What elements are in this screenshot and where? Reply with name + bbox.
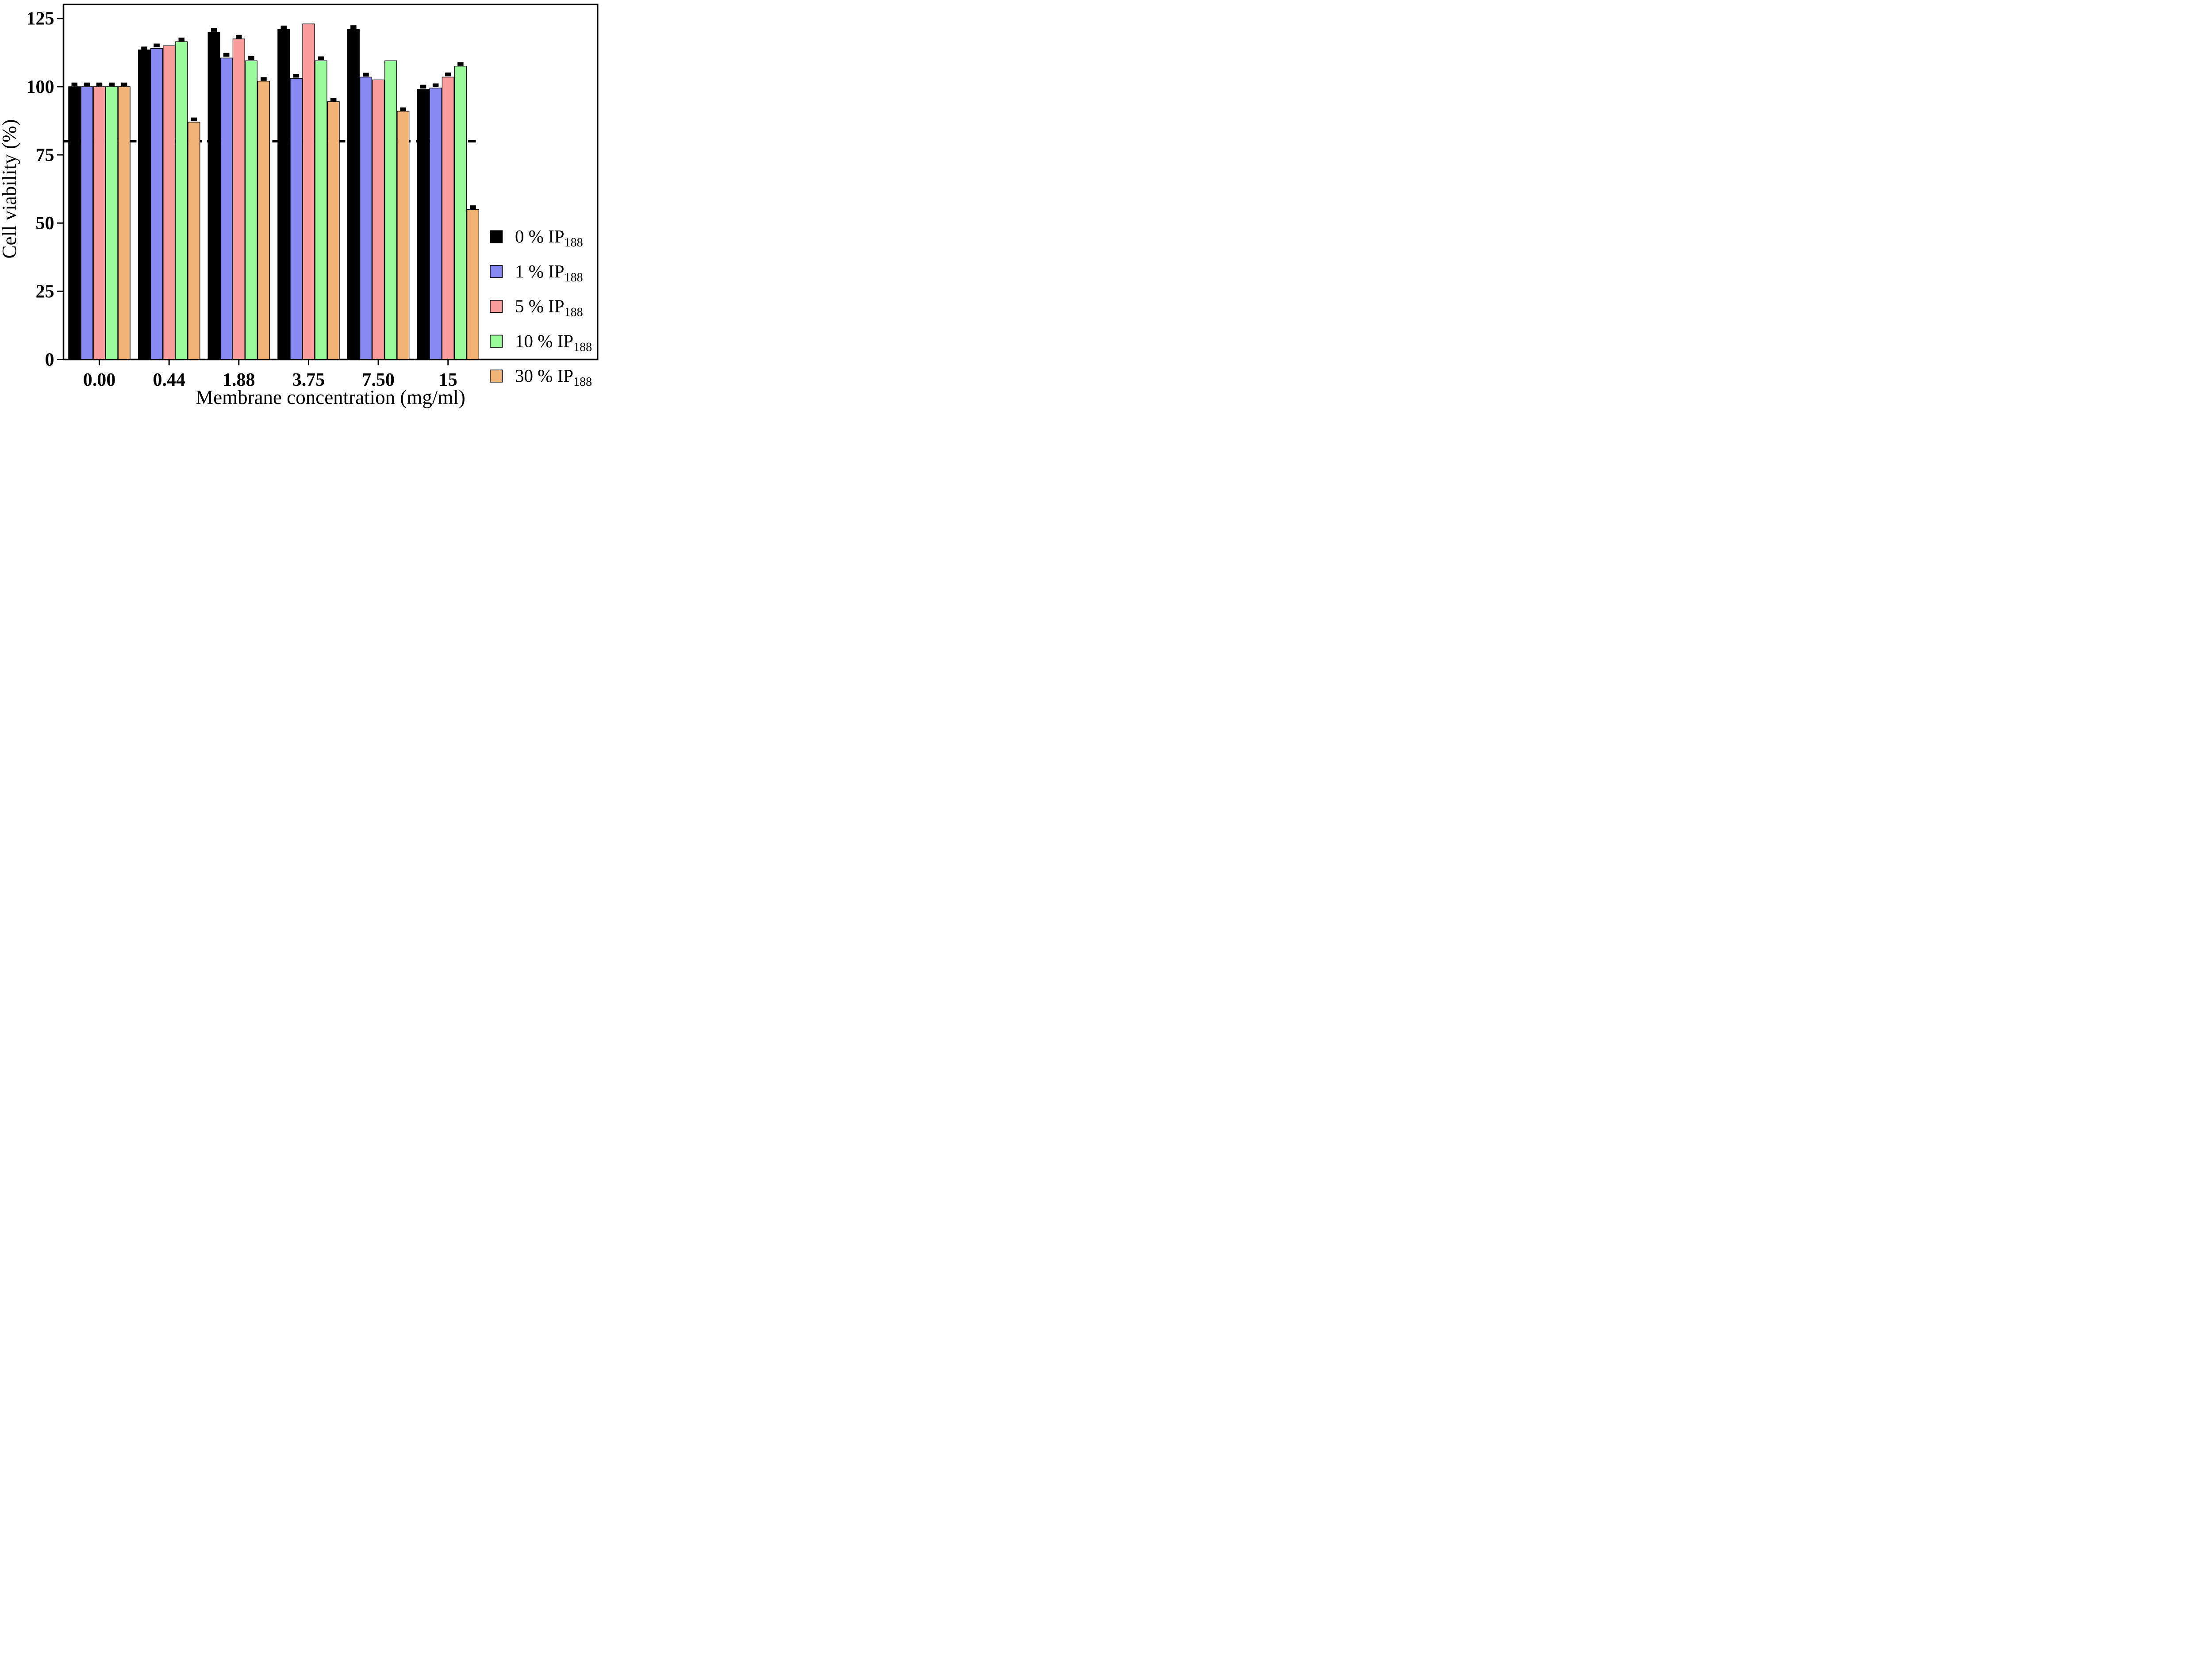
bar-30-ip188-0.00 bbox=[118, 86, 131, 360]
y-tick-label-25: 25 bbox=[36, 281, 54, 302]
bar-10-ip188-0.00 bbox=[105, 86, 118, 360]
bar-group-0.00 bbox=[68, 82, 131, 360]
x-tick-label-0.44: 0.44 bbox=[153, 370, 185, 390]
error-cap bbox=[350, 25, 357, 29]
legend-swatch bbox=[490, 300, 503, 313]
bar-5-ip188-3.75 bbox=[302, 23, 315, 360]
error-cap bbox=[445, 72, 451, 77]
y-tick-label-75: 75 bbox=[36, 145, 54, 165]
y-tick-label-125: 125 bbox=[27, 9, 54, 29]
bar-10-ip188-1.88 bbox=[245, 60, 257, 360]
error-cap bbox=[400, 107, 407, 111]
error-cap bbox=[248, 56, 254, 60]
bar-5-ip188-15 bbox=[442, 77, 454, 360]
bar-0-ip188-0.00 bbox=[68, 86, 81, 360]
error-cap bbox=[363, 73, 369, 77]
error-cap bbox=[318, 56, 324, 60]
legend-label: 5 % IP188 bbox=[515, 296, 583, 319]
bar-1-ip188-15 bbox=[429, 88, 442, 360]
y-axis-title: Cell viability (%) bbox=[0, 119, 20, 259]
legend-item-1-ip: 1 % IP188 bbox=[490, 261, 583, 284]
error-cap bbox=[71, 82, 78, 87]
bar-0-ip188-15 bbox=[417, 89, 430, 360]
x-axis: 0.00 0.44 1.88 3.75 7.50 15 bbox=[83, 360, 457, 390]
error-cap bbox=[261, 77, 267, 81]
bar-10-ip188-7.50 bbox=[384, 60, 397, 360]
error-cap bbox=[432, 83, 439, 88]
error-cap bbox=[141, 46, 147, 50]
legend-item-0-ip: 0 % IP188 bbox=[490, 226, 583, 250]
error-cap bbox=[223, 53, 230, 57]
bar-1-ip188-1.88 bbox=[220, 58, 233, 360]
error-cap bbox=[211, 28, 217, 32]
bar-0-ip188-7.50 bbox=[347, 29, 360, 360]
error-cap bbox=[191, 117, 197, 122]
bar-group-3.75 bbox=[277, 23, 340, 360]
legend-swatch bbox=[490, 230, 503, 243]
x-axis-title: Membrane concentration (mg/ml) bbox=[196, 386, 465, 408]
error-cap bbox=[420, 85, 426, 89]
legend-label: 1 % IP188 bbox=[515, 261, 583, 284]
legend: 0 % IP188 1 % IP188 5 % IP188 10 % IP188 30 … bbox=[490, 226, 592, 389]
legend-item-5-ip: 5 % IP188 bbox=[490, 296, 583, 319]
legend-label: 10 % IP188 bbox=[515, 330, 592, 354]
error-cap bbox=[96, 82, 103, 87]
x-tick-label-7.50: 7.50 bbox=[362, 370, 395, 390]
x-tick-label-3.75: 3.75 bbox=[292, 370, 325, 390]
bar-group-1.88 bbox=[207, 28, 270, 360]
bar-30-ip188-15 bbox=[466, 209, 480, 360]
error-cap bbox=[154, 43, 160, 47]
y-tick-label-0: 0 bbox=[45, 350, 54, 370]
bar-1-ip188-0.00 bbox=[81, 86, 93, 360]
bar-5-ip188-7.50 bbox=[372, 79, 385, 360]
legend-swatch bbox=[490, 334, 503, 348]
legend-item-30-ip: 30 % IP188 bbox=[490, 365, 592, 389]
error-cap bbox=[457, 62, 464, 66]
x-tick-label-15: 15 bbox=[439, 370, 457, 390]
bar-30-ip188-7.50 bbox=[397, 111, 410, 360]
bar-0-ip188-1.88 bbox=[207, 31, 220, 360]
legend-swatch bbox=[490, 265, 503, 278]
bar-30-ip188-0.44 bbox=[188, 122, 200, 360]
error-cap bbox=[84, 82, 90, 87]
legend-item-10-ip: 10 % IP188 bbox=[490, 330, 592, 354]
y-tick-label-100: 100 bbox=[27, 77, 54, 97]
error-cap bbox=[121, 82, 127, 87]
bar-10-ip188-3.75 bbox=[315, 60, 327, 360]
bar-group-7.50 bbox=[347, 25, 410, 360]
bar-10-ip188-0.44 bbox=[175, 41, 188, 360]
error-cap bbox=[178, 37, 185, 42]
bar-10-ip188-15 bbox=[454, 65, 467, 360]
error-cap bbox=[280, 25, 287, 30]
cell-viability-bar-chart: 0 25 50 75 100 125 0.00 0.44 1.88 3.75 7.50 15 Mem… bbox=[0, 4, 599, 408]
chart-figure: 0 25 50 75 100 125 0.00 0.44 1.88 3.75 7.50 15 Mem… bbox=[0, 0, 599, 416]
bar-5-ip188-1.88 bbox=[232, 38, 245, 360]
error-cap bbox=[236, 35, 242, 39]
bar-0-ip188-0.44 bbox=[138, 49, 151, 360]
bar-1-ip188-3.75 bbox=[290, 78, 303, 360]
error-cap bbox=[330, 98, 337, 102]
error-cap bbox=[108, 82, 115, 87]
bar-5-ip188-0.00 bbox=[93, 86, 106, 360]
y-axis: 0 25 50 75 100 125 bbox=[27, 9, 64, 370]
bar-group-0.44 bbox=[138, 37, 200, 360]
x-tick-label-0.00: 0.00 bbox=[83, 370, 116, 390]
bar-30-ip188-1.88 bbox=[257, 81, 270, 360]
error-cap bbox=[470, 205, 476, 209]
bar-groups bbox=[68, 23, 480, 360]
legend-label: 0 % IP188 bbox=[515, 226, 583, 250]
error-cap bbox=[293, 73, 300, 78]
bar-5-ip188-0.44 bbox=[163, 45, 176, 360]
x-tick-label-1.88: 1.88 bbox=[223, 370, 255, 390]
bar-1-ip188-0.44 bbox=[150, 48, 163, 360]
bar-1-ip188-7.50 bbox=[359, 77, 373, 360]
bar-30-ip188-3.75 bbox=[327, 101, 340, 360]
legend-label: 30 % IP188 bbox=[515, 365, 592, 389]
legend-swatch bbox=[490, 369, 503, 383]
bar-0-ip188-3.75 bbox=[277, 29, 290, 360]
y-tick-label-50: 50 bbox=[36, 213, 54, 234]
bar-group-15 bbox=[417, 62, 480, 360]
